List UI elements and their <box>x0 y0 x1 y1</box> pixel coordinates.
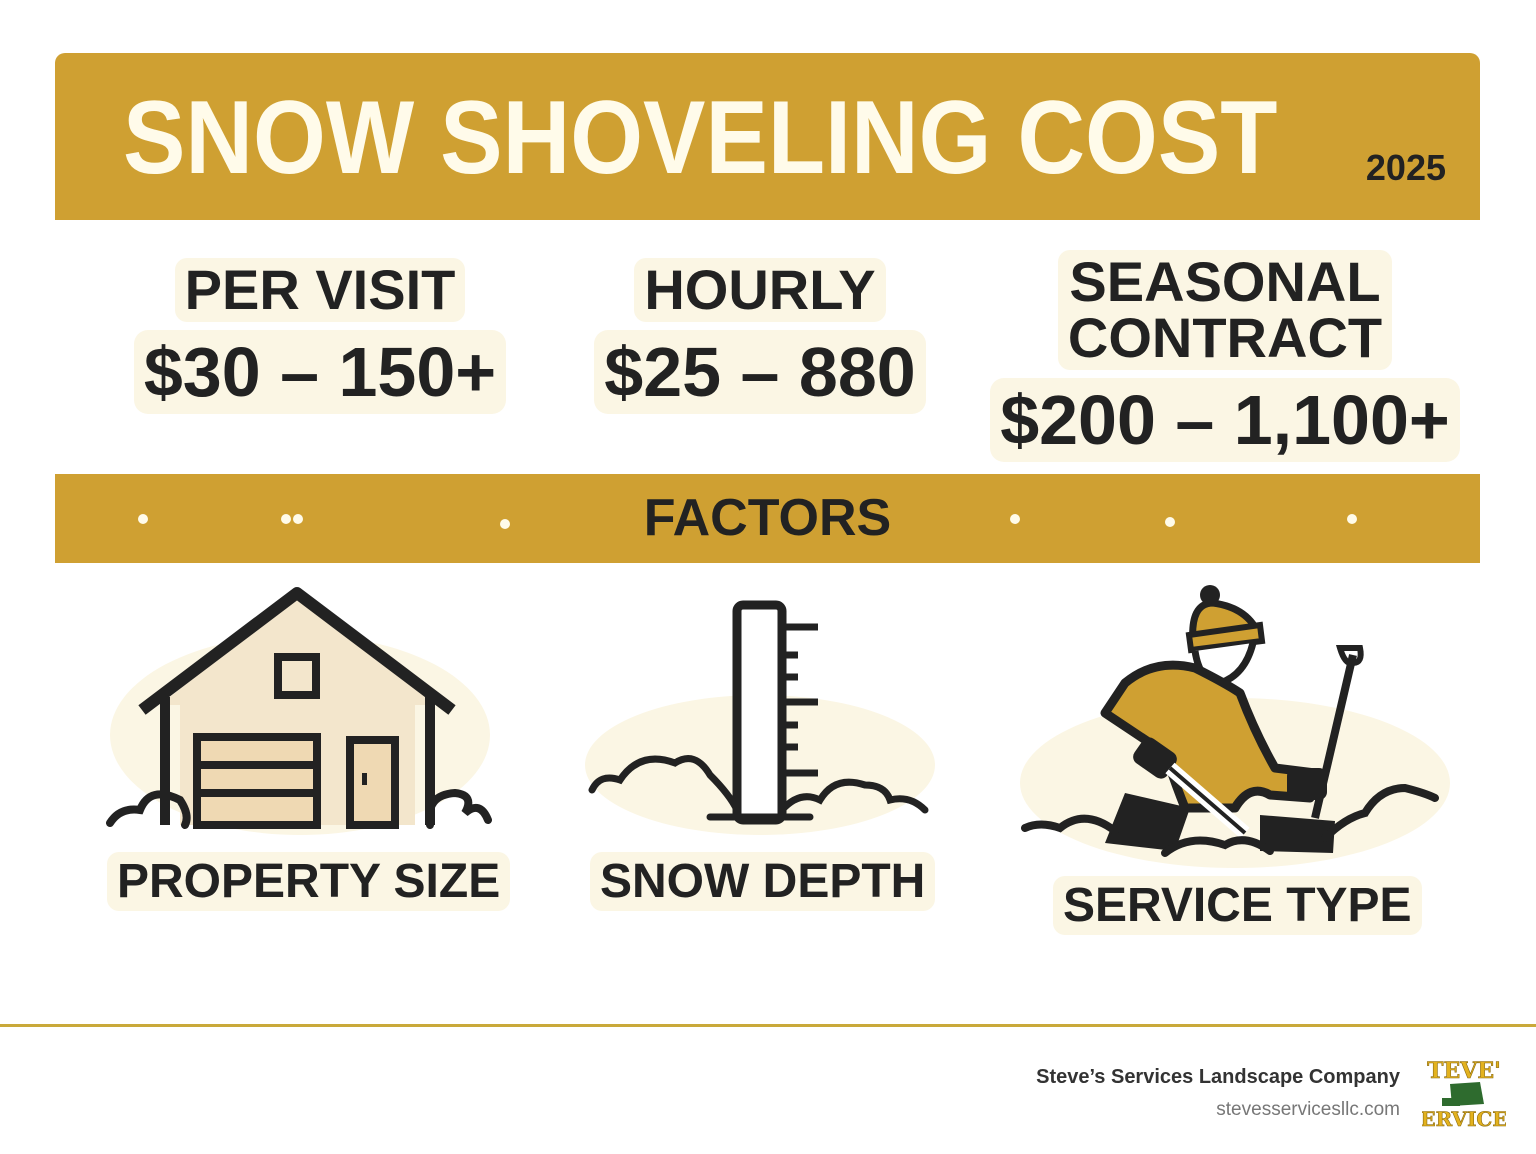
snow-dot <box>1165 517 1175 527</box>
snow-dot <box>500 519 510 529</box>
year-label: 2025 <box>1365 147 1446 188</box>
footer-divider <box>0 1024 1536 1027</box>
factor-label-service-type: SERVICE TYPE <box>1053 876 1422 935</box>
company-name: Steve’s Services Landscape Company <box>1036 1066 1400 1088</box>
price-label: SEASONAL CONTRACT <box>1057 250 1393 370</box>
snow-dot <box>293 514 303 524</box>
price-label: PER VISIT <box>174 258 466 322</box>
price-label: HOURLY <box>634 258 886 322</box>
website-link[interactable]: stevesservicesllc.com <box>1216 1099 1400 1120</box>
person-shoveling-icon <box>1020 585 1450 868</box>
snow-dot <box>281 514 291 524</box>
factor-label-property-size: PROPERTY SIZE <box>107 852 511 911</box>
price-value: $25 – 880 <box>594 330 926 414</box>
price-per-visit: PER VISIT $30 – 150+ <box>120 258 520 414</box>
label-line: SEASONAL <box>1069 250 1381 313</box>
price-seasonal: SEASONAL CONTRACT $200 – 1,100+ <box>975 250 1475 462</box>
price-hourly: HOURLY $25 – 880 <box>560 258 960 414</box>
snow-dot <box>1347 514 1357 524</box>
house-icon <box>106 587 492 835</box>
snow-dot <box>1010 514 1020 524</box>
snow-ruler-icon <box>585 600 935 835</box>
company-logo: TEVE' ERVICE <box>1422 1054 1506 1130</box>
price-value: $200 – 1,100+ <box>990 378 1460 462</box>
header-banner: SNOW SHOVELING COST 2025 <box>55 53 1480 220</box>
price-value: $30 – 150+ <box>133 330 507 414</box>
snow-dot <box>138 514 148 524</box>
factors-banner: FACTORS <box>55 474 1480 563</box>
label-line: CONTRACT <box>1067 306 1383 369</box>
svg-text:ERVICE: ERVICE <box>1422 1107 1506 1130</box>
factors-title: FACTORS <box>643 489 892 547</box>
factor-label-snow-depth: SNOW DEPTH <box>590 852 936 911</box>
svg-text:TEVE': TEVE' <box>1427 1058 1501 1084</box>
page-title: SNOW SHOVELING COST <box>123 80 1278 196</box>
